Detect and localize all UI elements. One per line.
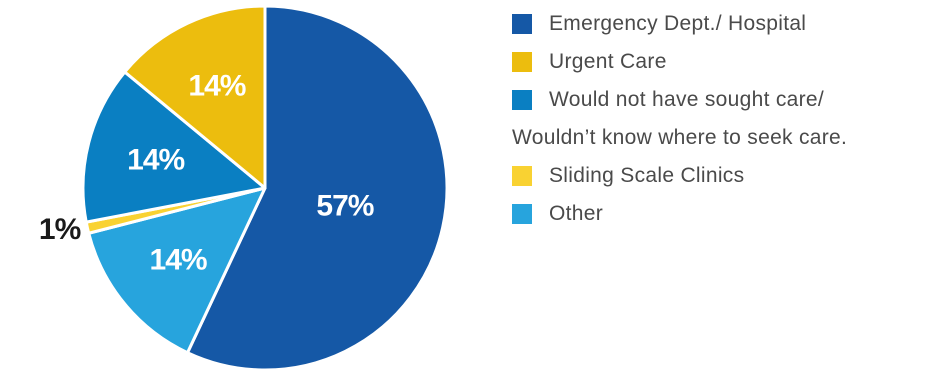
pie-slice-label: 14% bbox=[127, 143, 184, 176]
pie-slice-label: 57% bbox=[316, 189, 373, 222]
pie-slice bbox=[81, 70, 267, 224]
legend-item-other: Other bbox=[512, 195, 937, 233]
legend-swatch-urgent-care bbox=[512, 52, 532, 72]
legend-item-no-care-continuation: Wouldn’t know where to seek care. bbox=[512, 119, 937, 157]
pie-slice-labels: 57% 14% 1% 14% 14% bbox=[39, 69, 375, 276]
legend-label-no-care: Would not have sought care/ bbox=[549, 88, 825, 111]
pie-chart-svg: 57% 14% 1% 14% 14% bbox=[39, 4, 449, 372]
legend-label-sliding-scale: Sliding Scale Clinics bbox=[549, 164, 745, 187]
chart-legend: Emergency Dept./ Hospital Urgent Care Wo… bbox=[512, 5, 937, 233]
legend-swatch-no-care bbox=[512, 90, 532, 110]
legend-swatch-sliding-scale bbox=[512, 166, 532, 186]
pie-slice bbox=[186, 4, 449, 372]
legend-label-other: Other bbox=[549, 202, 604, 225]
legend-swatch-other bbox=[512, 204, 532, 224]
pie-chart: 57% 14% 1% 14% 14% bbox=[39, 4, 449, 372]
legend-item-emergency: Emergency Dept./ Hospital bbox=[512, 5, 937, 43]
pie-slice-label: 1% bbox=[39, 213, 81, 246]
pie-slice bbox=[87, 186, 267, 355]
legend-item-sliding-scale: Sliding Scale Clinics bbox=[512, 157, 937, 195]
legend-swatch-emergency bbox=[512, 14, 532, 34]
pie-slices bbox=[81, 4, 449, 372]
pie-slice-label: 14% bbox=[150, 243, 207, 276]
legend-label-urgent-care: Urgent Care bbox=[549, 50, 667, 73]
pie-slice bbox=[123, 4, 267, 190]
legend-item-no-care: Would not have sought care/ bbox=[512, 81, 937, 119]
legend-label-no-care-continuation: Wouldn’t know where to seek care. bbox=[512, 126, 848, 149]
legend-label-emergency: Emergency Dept./ Hospital bbox=[549, 12, 807, 35]
legend-item-urgent-care: Urgent Care bbox=[512, 43, 937, 81]
pie-slice-label: 14% bbox=[188, 69, 245, 102]
